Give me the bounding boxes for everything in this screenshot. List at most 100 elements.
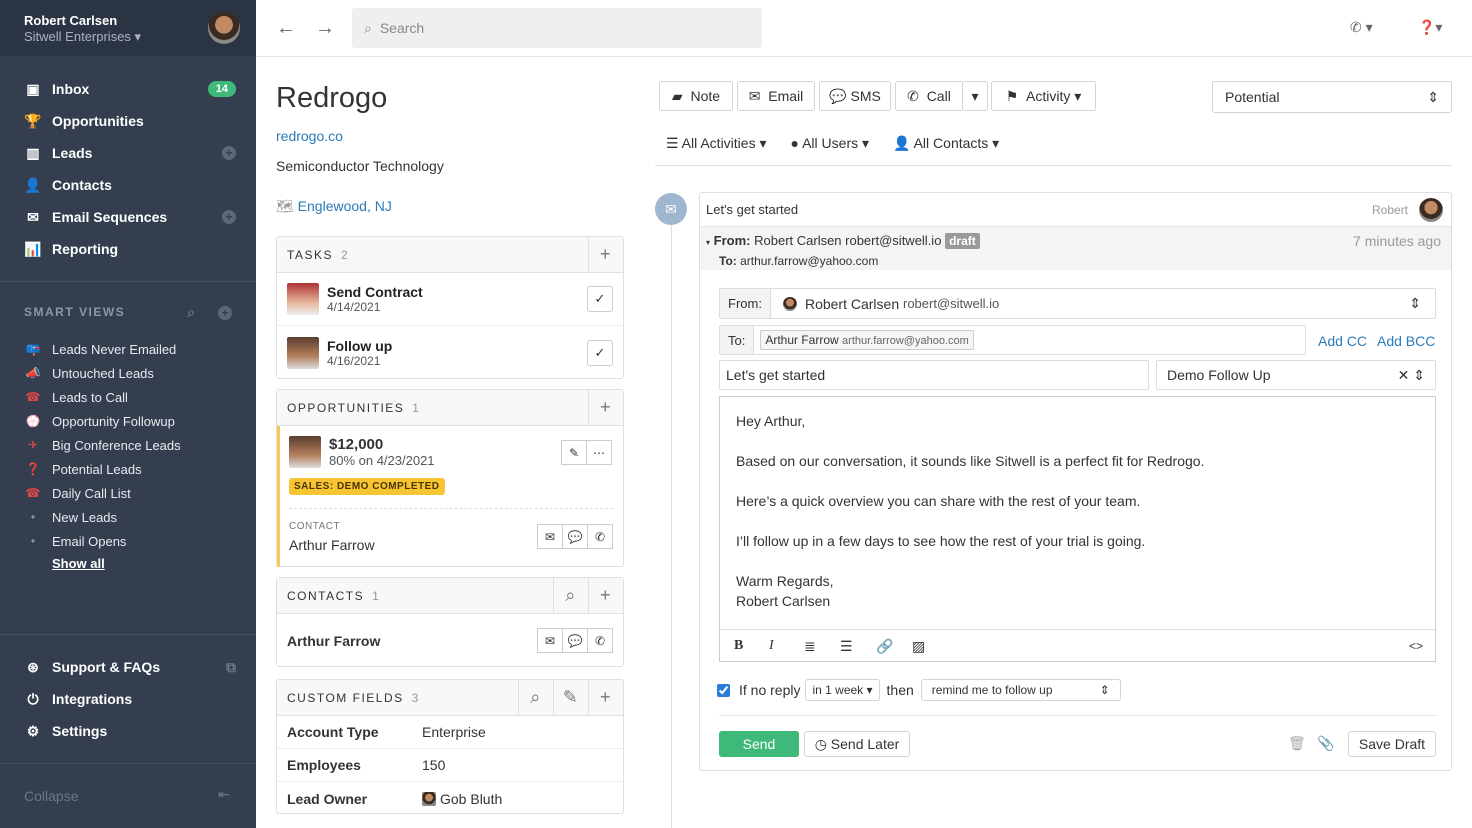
- add-field-button[interactable]: +: [588, 680, 623, 715]
- bold-icon[interactable]: B: [734, 638, 744, 653]
- body-line: Warm Regards,: [736, 573, 834, 589]
- sms-icon[interactable]: 💬: [562, 524, 588, 549]
- sidebar-item-settings[interactable]: ⚙ Settings: [24, 719, 236, 743]
- followup-action-select[interactable]: remind me to follow up ⇕: [920, 679, 1121, 701]
- collapse-button[interactable]: Collapse: [24, 788, 79, 804]
- sms-icon[interactable]: 💬: [562, 628, 588, 653]
- inbox-count-badge: 14: [207, 81, 236, 97]
- lead-location[interactable]: 🗺 Englewood, NJ: [276, 198, 392, 214]
- collapse-icon[interactable]: ⇤: [218, 786, 230, 802]
- to-field[interactable]: To: Arthur Farrow arthur.farrow@yahoo.com: [719, 325, 1306, 355]
- search-icon[interactable]: ⌕: [187, 304, 195, 320]
- sidebar-item-support[interactable]: ⊛ Support & FAQs ⧉: [24, 655, 236, 679]
- email-header[interactable]: ▾ From: Robert Carlsen robert@sitwell.io…: [700, 226, 1451, 270]
- envelopes-icon: ✉: [27, 208, 39, 225]
- back-arrow-icon[interactable]: ←: [276, 17, 296, 39]
- org-name[interactable]: Sitwell Enterprises ▾: [24, 29, 142, 44]
- save-draft-button[interactable]: Save Draft: [1348, 731, 1436, 757]
- field-row: Lead Owner Gob Bluth: [287, 790, 503, 807]
- sidebar-item-opportunities[interactable]: 🏆 Opportunities: [24, 112, 144, 130]
- from-select[interactable]: From: Robert Carlsen robert@sitwell.io ⇕: [719, 288, 1436, 319]
- smart-view-item[interactable]: • Email Opens: [24, 530, 236, 552]
- note-button[interactable]: ▰ Note: [659, 81, 733, 111]
- body-line: Here’s a quick overview you can share wi…: [736, 493, 1141, 509]
- phone-icon[interactable]: ✆: [587, 628, 613, 653]
- sidebar-item-contacts[interactable]: 👤 Contacts: [24, 176, 112, 194]
- call-dropdown[interactable]: ▾: [962, 81, 988, 111]
- smart-view-icon: ❓: [25, 462, 41, 476]
- smart-view-item[interactable]: 💮 Opportunity Followup: [24, 410, 236, 432]
- filter-users[interactable]: ● All Users ▾: [790, 135, 870, 151]
- smart-view-item[interactable]: 📪 Leads Never Emailed: [24, 338, 236, 360]
- complete-task-checkbox[interactable]: ✓: [587, 286, 613, 312]
- smart-view-item[interactable]: ✈ Big Conference Leads: [24, 434, 236, 456]
- attachment-icon[interactable]: 📎: [1317, 735, 1335, 751]
- sidebar-item-email-sequences[interactable]: ✉ Email Sequences +: [24, 205, 236, 229]
- sidebar-item-integrations[interactable]: ⏻ Integrations: [24, 687, 236, 711]
- recipient-chip[interactable]: Arthur Farrow arthur.farrow@yahoo.com: [760, 330, 974, 350]
- forward-arrow-icon[interactable]: →: [315, 17, 335, 39]
- help-menu[interactable]: ❓▾: [1418, 19, 1443, 35]
- smart-view-icon: ☎: [25, 390, 41, 404]
- complete-task-checkbox[interactable]: ✓: [587, 339, 613, 366]
- account-switcher[interactable]: Robert Carlsen Sitwell Enterprises ▾: [0, 0, 256, 56]
- add-task-button[interactable]: +: [588, 237, 623, 272]
- link-icon[interactable]: 🔗: [876, 637, 894, 654]
- email-icon[interactable]: ✉: [537, 628, 563, 653]
- more-icon[interactable]: ⋯: [586, 440, 612, 465]
- search-fields-button[interactable]: ⌕: [518, 680, 553, 715]
- show-all-link[interactable]: Show all: [52, 556, 105, 571]
- phone-menu[interactable]: ✆ ▾: [1350, 19, 1373, 35]
- edit-icon[interactable]: ✎: [561, 440, 587, 465]
- sms-button[interactable]: 💬 SMS: [819, 81, 891, 111]
- filter-activities[interactable]: ☰ All Activities ▾: [666, 135, 767, 151]
- smart-view-item[interactable]: ☎ Leads to Call: [24, 386, 236, 408]
- add-smart-view-icon[interactable]: +: [218, 306, 232, 320]
- add-contact-button[interactable]: +: [588, 578, 623, 613]
- avatar: [289, 436, 321, 468]
- search-input[interactable]: ⌕ Search: [352, 8, 762, 48]
- image-icon[interactable]: ▨: [912, 637, 926, 654]
- subject-input[interactable]: Let's get started: [719, 360, 1149, 390]
- search-contacts-button[interactable]: ⌕: [553, 578, 588, 613]
- call-button[interactable]: ✆ Call: [895, 81, 963, 111]
- email-body-editor[interactable]: Hey Arthur, Based on our conversation, it…: [719, 396, 1436, 662]
- send-button[interactable]: Send: [719, 731, 799, 757]
- italic-icon[interactable]: I: [769, 638, 774, 653]
- add-bcc-link[interactable]: Add BCC: [1377, 333, 1436, 349]
- avatar[interactable]: [208, 12, 240, 44]
- bullet-list-icon[interactable]: ☰: [840, 637, 853, 654]
- sidebar-item-reporting[interactable]: 📊 Reporting: [24, 240, 119, 258]
- edit-fields-button[interactable]: ✎: [553, 680, 588, 715]
- smart-view-item[interactable]: ❓ Potential Leads: [24, 458, 236, 480]
- clear-icon[interactable]: ✕: [1397, 366, 1410, 383]
- contact-name[interactable]: Arthur Farrow: [289, 537, 375, 553]
- smart-view-label: New Leads: [52, 509, 118, 525]
- smart-view-item[interactable]: ☎ Daily Call List: [24, 482, 236, 504]
- sidebar-item-leads[interactable]: ▥ Leads +: [24, 141, 236, 165]
- contact-row[interactable]: Arthur Farrow ✉ 💬 ✆: [277, 614, 623, 667]
- email-button[interactable]: ✉ Email: [737, 81, 815, 111]
- lead-url[interactable]: redrogo.co: [276, 128, 343, 144]
- code-icon[interactable]: <>: [1408, 639, 1423, 653]
- sidebar-item-inbox[interactable]: ▣ Inbox 14: [24, 77, 236, 101]
- activity-button[interactable]: ⚑ Activity ▾: [991, 81, 1096, 111]
- followup-checkbox[interactable]: [717, 683, 730, 697]
- phone-icon[interactable]: ✆: [587, 524, 613, 549]
- send-later-button[interactable]: ◷ Send Later: [804, 731, 910, 757]
- followup-interval-select[interactable]: in 1 week ▾: [805, 679, 880, 701]
- template-select[interactable]: Demo Follow Up ✕ ⇕: [1156, 360, 1436, 390]
- add-lead-icon[interactable]: +: [222, 146, 236, 160]
- status-badge: SALES: DEMO COMPLETED: [289, 478, 445, 495]
- filter-contacts[interactable]: 👤 All Contacts ▾: [893, 135, 1000, 151]
- trash-icon[interactable]: 🗑: [1288, 735, 1306, 751]
- status-select[interactable]: Potential ⇕: [1212, 81, 1452, 113]
- ordered-list-icon[interactable]: ≣: [804, 637, 816, 654]
- add-cc-link[interactable]: Add CC: [1318, 333, 1368, 349]
- smart-view-icon: •: [30, 534, 36, 548]
- add-opportunity-button[interactable]: +: [588, 390, 623, 425]
- email-icon[interactable]: ✉: [537, 524, 563, 549]
- smart-view-item[interactable]: 📣 Untouched Leads: [24, 362, 236, 384]
- add-sequence-icon[interactable]: +: [222, 210, 236, 224]
- smart-view-item[interactable]: • New Leads: [24, 506, 236, 528]
